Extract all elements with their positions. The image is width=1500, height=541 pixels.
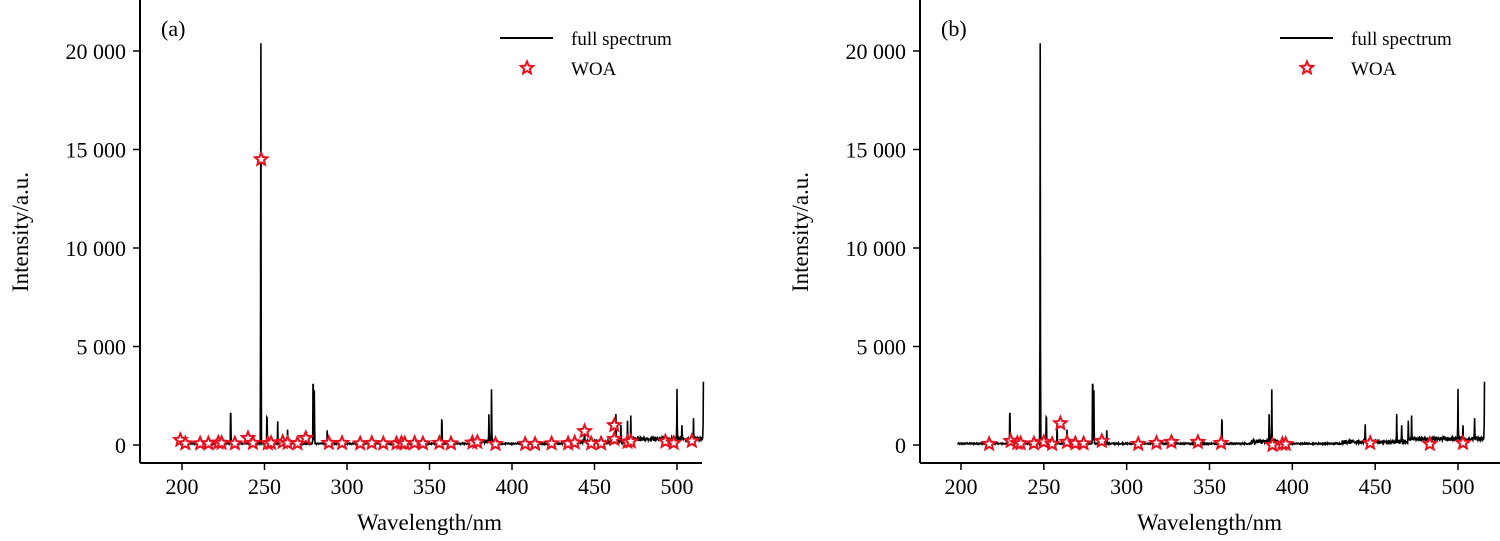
woa-point [575, 422, 594, 439]
y-axis-label: Intensity/a.u. [8, 172, 33, 292]
x-tick-label: 450 [578, 474, 611, 499]
y-tick-label: 15 000 [846, 138, 907, 163]
panel-label: (b) [941, 16, 967, 41]
y-tick-label: 20 000 [846, 39, 907, 64]
x-tick-label: 400 [496, 474, 529, 499]
woa-point [176, 434, 194, 451]
x-tick-label: 250 [1027, 474, 1060, 499]
x-tick-label: 350 [413, 474, 446, 499]
y-tick-label: 15 000 [66, 138, 127, 163]
woa-point [1058, 432, 1076, 450]
legend-star-icon [1298, 58, 1316, 76]
y-tick-label: 20 000 [66, 39, 127, 64]
full-spectrum-line [957, 43, 1486, 447]
legend-label-woa: WOA [1351, 59, 1397, 80]
y-tick-label: 0 [115, 433, 126, 458]
woa-point [1147, 433, 1166, 451]
x-tick-label: 350 [1193, 474, 1226, 499]
x-axis-label: Wavelength/nm [1137, 510, 1282, 535]
woa-point [320, 433, 338, 451]
woa-point [542, 434, 561, 451]
y-tick-label: 10 000 [66, 236, 127, 261]
woa-point [526, 434, 544, 452]
panel-a: 200 250 300 350 400 450 500 0 5 000 10 000 15 000 2… [8, 0, 705, 535]
woa-point [212, 433, 231, 451]
y-tick-label: 5 000 [857, 335, 907, 360]
woa-point [622, 432, 640, 449]
woa-point [1093, 431, 1111, 449]
y-axis-label: Intensity/a.u. [788, 172, 813, 292]
woa-point [414, 434, 432, 451]
woa-point [363, 433, 381, 451]
woa-point [1361, 433, 1379, 451]
woa-point [656, 432, 675, 449]
woa-point [566, 433, 584, 450]
woa-point [1421, 434, 1439, 452]
woa-point [683, 431, 701, 449]
y-tick-label: 5 000 [77, 335, 127, 360]
legend-label-full-spectrum: full spectrum [571, 29, 672, 50]
woa-point [199, 434, 218, 451]
woa-point [351, 434, 369, 451]
x-tick-label: 300 [331, 474, 364, 499]
woa-point [1212, 433, 1230, 451]
woa-point [262, 433, 280, 451]
x-tick-label: 250 [248, 474, 281, 499]
x-tick-label: 500 [1442, 474, 1475, 499]
woa-point [1162, 432, 1181, 450]
woa-point [1454, 433, 1472, 451]
woa-point [1129, 434, 1147, 452]
woa-point [605, 429, 623, 447]
y-tick-label: 10 000 [846, 236, 907, 261]
woa-point [1011, 434, 1030, 451]
woa-point [592, 434, 610, 451]
woa-point [980, 434, 998, 452]
x-tick-label: 500 [661, 474, 694, 499]
woa-point [252, 150, 270, 167]
legend-label-woa: WOA [571, 59, 617, 80]
woa-point [1074, 434, 1093, 451]
woa-point [244, 433, 262, 451]
woa-point [605, 416, 623, 433]
legend-label-full-spectrum: full spectrum [1351, 29, 1452, 50]
woa-point [442, 434, 460, 451]
woa-point [333, 433, 351, 451]
woa-point [430, 433, 449, 451]
x-tick-label: 200 [166, 474, 199, 499]
x-tick-label: 300 [1110, 474, 1143, 499]
x-tick-label: 200 [945, 474, 978, 499]
woa-point [374, 434, 392, 451]
full-spectrum-line [178, 43, 705, 447]
legend-star-icon [518, 58, 536, 76]
x-axis-label: Wavelength/nm [357, 510, 502, 535]
x-tick-label: 400 [1276, 474, 1309, 499]
woa-point [1277, 434, 1295, 452]
woa-point [468, 432, 487, 450]
woa-point [665, 433, 683, 451]
woa-point [1051, 414, 1070, 431]
woa-point [486, 434, 505, 452]
woa-point [1043, 434, 1061, 452]
panel-label: (a) [161, 16, 185, 41]
woa-point [1025, 434, 1043, 451]
x-tick-label: 450 [1359, 474, 1392, 499]
woa-point [226, 434, 244, 451]
y-tick-label: 0 [895, 433, 906, 458]
woa-point [1189, 432, 1207, 450]
panel-b: 200 250 300 350 400 450 500 0 5 000 10 000 15 000 2… [788, 0, 1500, 535]
woa-point [297, 429, 315, 446]
